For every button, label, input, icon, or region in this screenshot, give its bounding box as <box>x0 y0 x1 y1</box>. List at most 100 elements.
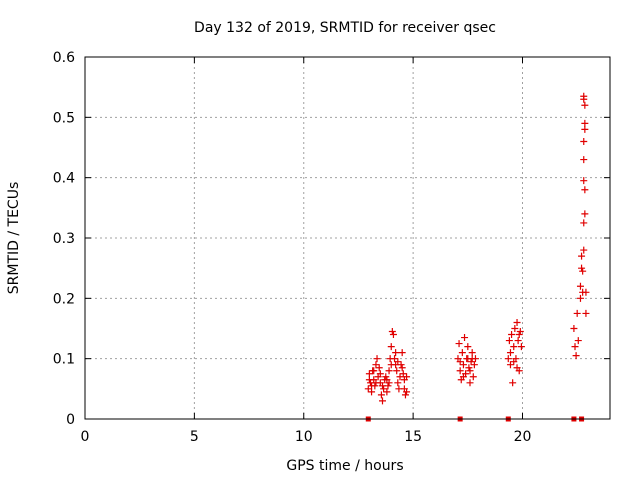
data-point <box>469 373 477 381</box>
data-point <box>576 282 584 290</box>
data-point <box>456 358 464 366</box>
y-tick-label: 0.1 <box>53 352 75 368</box>
data-point <box>580 92 588 100</box>
data-point <box>403 388 411 396</box>
x-tick-label: 5 <box>190 429 199 445</box>
data-point <box>393 367 401 375</box>
data-point <box>400 376 408 384</box>
data-point <box>570 325 578 332</box>
data-point <box>397 361 405 369</box>
data-point <box>398 364 406 372</box>
data-point <box>461 334 469 342</box>
data-point <box>517 343 525 351</box>
data-point <box>581 125 589 133</box>
x-tick-label: 0 <box>81 429 90 445</box>
data-point <box>470 361 478 369</box>
data-point <box>509 379 517 387</box>
data-point <box>383 388 391 396</box>
data-point <box>379 397 386 405</box>
data-point <box>458 349 466 357</box>
y-tick-label: 0.2 <box>53 291 75 307</box>
data-point <box>572 352 580 360</box>
data-point <box>576 294 584 302</box>
data-point <box>510 343 518 351</box>
data-point <box>368 388 376 396</box>
data-point <box>508 331 516 339</box>
data-point <box>385 367 393 375</box>
data-point <box>455 340 463 348</box>
data-point <box>396 373 404 381</box>
data-point <box>387 361 395 369</box>
data-point <box>581 210 589 218</box>
data-point <box>394 358 402 366</box>
data-point <box>459 373 467 381</box>
data-point <box>582 309 590 317</box>
data-point <box>580 219 588 227</box>
y-tick-label: 0.3 <box>53 231 75 247</box>
data-point <box>364 385 372 393</box>
data-point <box>389 331 397 339</box>
data-point <box>373 355 381 363</box>
x-axis-title: GPS time / hours <box>286 458 403 474</box>
data-point <box>581 101 589 109</box>
data-point <box>466 367 474 375</box>
data-point <box>580 156 588 164</box>
data-point <box>385 379 393 387</box>
data-point <box>506 349 514 357</box>
data-point <box>468 349 476 357</box>
data-point <box>392 349 400 357</box>
data-point <box>391 355 399 363</box>
data-point <box>513 364 521 372</box>
grid <box>85 57 610 419</box>
data-point <box>394 379 402 387</box>
data-point <box>580 246 588 254</box>
y-tick-label: 0.5 <box>53 110 75 126</box>
data-point <box>370 367 378 375</box>
data-point <box>580 177 588 185</box>
data-point <box>574 337 582 345</box>
axis-ticks: 0 5 10 15 20 0 0.1 0.2 0.3 0.4 0.5 0.6 <box>53 50 610 445</box>
data-point <box>578 252 586 260</box>
data-point <box>401 391 409 399</box>
data-point <box>506 361 514 369</box>
data-point <box>375 364 383 372</box>
x-tick-label: 15 <box>404 429 422 445</box>
data-point <box>578 264 586 272</box>
data-point <box>388 328 396 336</box>
data-point <box>573 309 581 317</box>
data-point <box>365 370 373 378</box>
data-point <box>398 349 406 357</box>
data-point <box>377 391 385 399</box>
data-point <box>581 186 589 194</box>
data-point <box>510 358 518 366</box>
y-tick-label: 0.6 <box>53 50 75 66</box>
data-point <box>382 373 390 381</box>
data-point <box>468 355 476 363</box>
data-point <box>580 137 588 145</box>
data-point <box>459 361 467 369</box>
x-tick-label: 20 <box>514 429 532 445</box>
data-points <box>364 92 590 422</box>
data-point <box>365 376 373 384</box>
data-point <box>467 358 475 366</box>
data-point <box>380 385 388 393</box>
data-point <box>504 355 512 363</box>
data-point <box>379 382 386 390</box>
data-point <box>516 328 524 336</box>
data-point <box>582 288 590 296</box>
data-point <box>372 361 380 369</box>
data-point <box>399 370 407 378</box>
data-point <box>456 367 464 375</box>
y-tick-label: 0 <box>66 412 75 428</box>
data-point <box>581 119 589 127</box>
data-point <box>464 343 472 351</box>
data-point <box>368 382 376 390</box>
data-point <box>466 379 474 387</box>
data-point <box>376 370 384 378</box>
data-point <box>571 343 579 351</box>
data-point <box>387 343 395 351</box>
data-point <box>511 325 519 332</box>
y-tick-label: 0.4 <box>53 171 75 187</box>
y-axis-title: SRMTID / TECUs <box>6 182 22 295</box>
